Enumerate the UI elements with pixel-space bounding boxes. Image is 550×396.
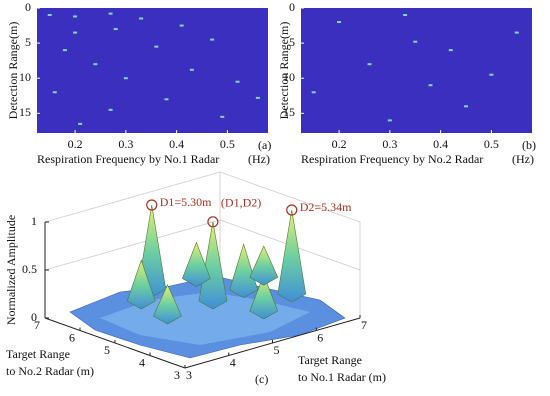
peak-annotation: D1=5.30m — [160, 195, 212, 209]
x-tick-label: 0.5 — [484, 137, 499, 151]
x-axis-unit: (Hz) — [248, 152, 270, 166]
y-tick-label: 0 — [289, 0, 295, 14]
x-axis — [184, 317, 361, 369]
peak-marker — [207, 216, 219, 228]
z-tick-label: 0.5 — [22, 262, 37, 276]
surface-peak — [249, 274, 279, 320]
z-tick-label: 1 — [31, 214, 37, 228]
x-axis-label: Respiration Frequency by No.2 Radar — [301, 152, 483, 166]
heatmap-cell — [52, 91, 57, 94]
heatmap-cell — [139, 17, 144, 20]
y-axis — [44, 317, 186, 369]
heatmap-cell — [387, 119, 392, 122]
y-tick-label: 4 — [139, 355, 145, 369]
y-tick-label: 10 — [19, 70, 31, 84]
y-axis-label: to No.2 Radar (m) — [6, 364, 94, 378]
y-tick-label: 15 — [19, 105, 31, 119]
x-tick-label: 3 — [186, 368, 192, 382]
y-tick-label: 0 — [25, 0, 31, 14]
x-tick-label: 0.4 — [433, 137, 448, 151]
surface-peak — [182, 241, 211, 287]
x-tick-label: 0.3 — [118, 137, 133, 151]
y-tick-label: 5 — [104, 343, 110, 357]
surface-peak — [126, 259, 156, 310]
heatmap-background — [301, 8, 532, 133]
surface-peak — [249, 245, 279, 286]
heatmap-cell — [73, 15, 78, 18]
panel-label: (b) — [522, 138, 536, 152]
y-tick-label: 15 — [283, 105, 295, 119]
heatmap-cell — [179, 24, 184, 27]
panel-label: (c) — [255, 372, 268, 386]
heatmap-cell — [47, 14, 52, 17]
x-tick-label: 4 — [230, 355, 236, 369]
x-tick-label: 0.4 — [169, 137, 184, 151]
heatmap-cell — [448, 49, 453, 52]
heatmap-cell — [62, 49, 67, 52]
panel-label: (a) — [258, 138, 271, 152]
x-axis-unit: (Hz) — [512, 152, 534, 166]
surface-peak — [198, 221, 228, 310]
heatmap-cell — [235, 80, 240, 83]
heatmap-cell — [403, 14, 408, 17]
surface-peak — [153, 284, 182, 325]
y-axis-label: Detection Range(m) — [6, 22, 20, 120]
heatmap-cell — [113, 28, 118, 31]
y-tick-label: 6 — [69, 330, 75, 344]
heatmap-cell — [73, 31, 78, 34]
y-axis-label: Detection Range(m) — [277, 22, 291, 120]
y-tick-label: 7 — [34, 318, 40, 332]
y-tick-label: 5 — [289, 35, 295, 49]
heatmap-cell — [108, 12, 113, 15]
x-tick-label: 5 — [274, 343, 280, 357]
heatmap-cell — [311, 91, 316, 94]
heatmap-cell — [78, 122, 83, 125]
peak-annotation: D2=5.34m — [300, 200, 352, 214]
y-axis-label: Target Range — [6, 347, 70, 361]
x-tick-label: 6 — [317, 330, 323, 344]
x-tick-label: 0.5 — [220, 137, 235, 151]
x-tick-label: 0.2 — [332, 137, 347, 151]
heatmap-cell — [108, 108, 113, 111]
heatmap-cell — [367, 63, 372, 66]
heatmap-cell — [464, 105, 468, 108]
x-axis-label: Target Range — [298, 353, 362, 367]
heatmap-cell — [220, 115, 225, 118]
heatmap-cell — [93, 63, 98, 66]
z-tick-label: 0 — [31, 310, 37, 324]
z-axis-label: Normalized Amplitude — [4, 215, 18, 325]
x-tick-label: 0.2 — [68, 137, 83, 151]
y-tick-label: 5 — [25, 35, 31, 49]
surface-peak — [229, 243, 258, 299]
heatmap-cell — [413, 40, 418, 43]
x-axis-label: to No.1 Radar (m) — [298, 370, 386, 384]
heatmap-cell — [164, 98, 169, 101]
heatmap-cell — [337, 21, 342, 24]
heatmap-background — [37, 8, 268, 133]
heatmap-cell — [514, 31, 519, 34]
x-tick-label: 0.3 — [382, 137, 397, 151]
heatmap-cell — [154, 45, 159, 48]
x-axis-label: Respiration Frequency by No.1 Radar — [37, 152, 219, 166]
peak-annotation: (D1,D2) — [221, 196, 261, 210]
surface-peak — [277, 209, 307, 303]
y-tick-label: 3 — [174, 368, 180, 382]
peak-marker — [146, 199, 158, 211]
box-edge — [44, 219, 221, 271]
heatmap-cell — [428, 84, 433, 87]
peak-marker — [286, 204, 298, 216]
heatmap-cell — [210, 38, 215, 41]
y-tick-label: 10 — [283, 70, 295, 84]
heatmap-cell — [255, 96, 260, 99]
heatmap-cell — [489, 73, 494, 76]
heatmap-cell — [189, 68, 194, 71]
x-tick-label: 7 — [361, 318, 367, 332]
heatmap-cell — [123, 77, 128, 80]
